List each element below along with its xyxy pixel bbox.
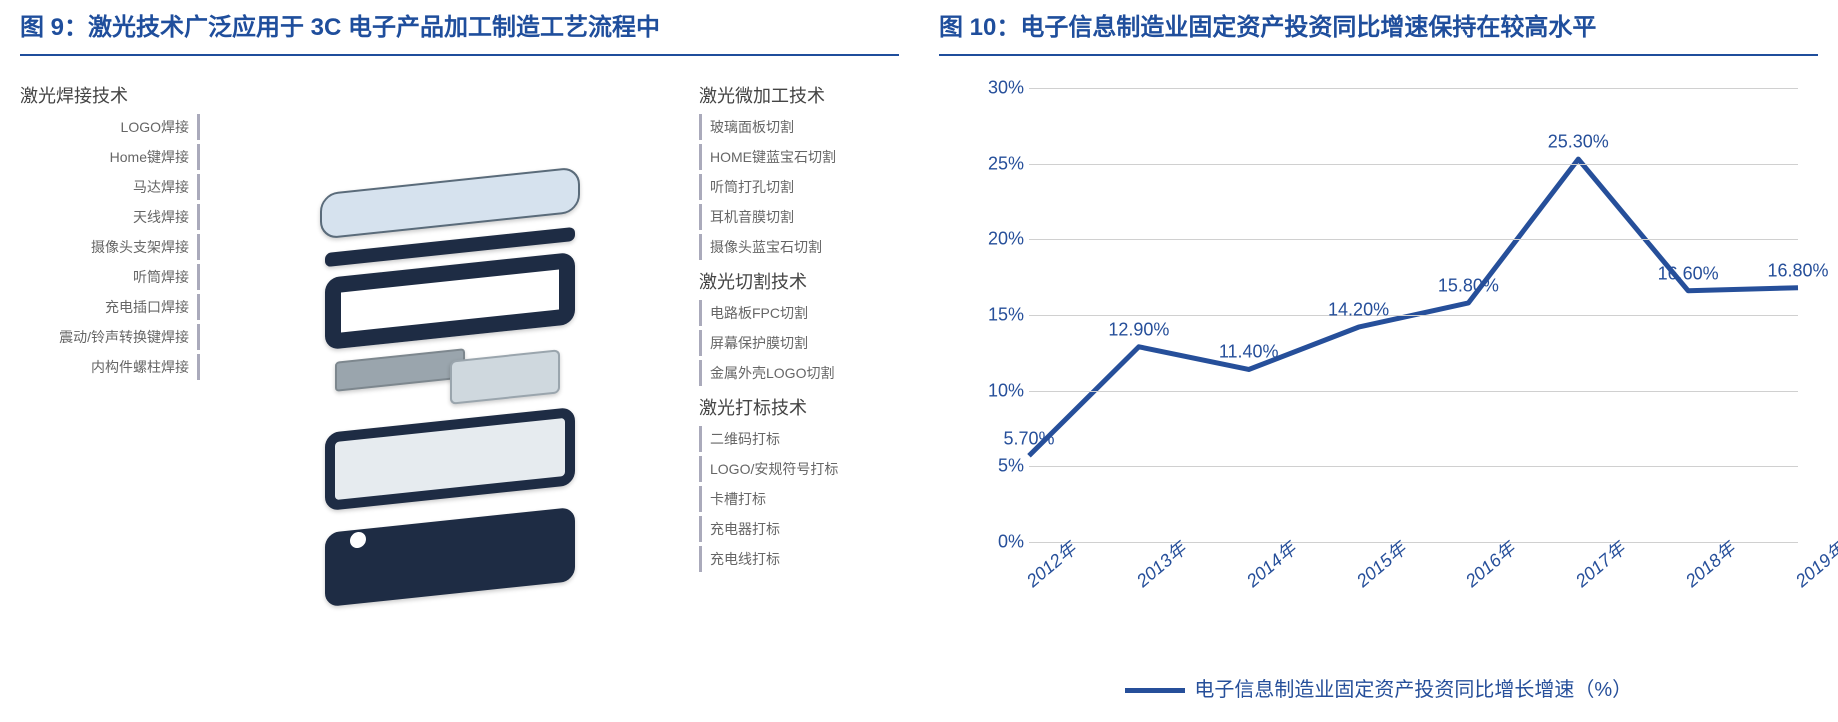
figure-10-panel: 图 10：电子信息制造业固定资产投资同比增速保持在较高水平 0% 5% 10% 15%…: [939, 10, 1818, 712]
y-tick-label: 10%: [969, 380, 1024, 401]
data-label: 14.20%: [1328, 300, 1389, 321]
chart-legend: 电子信息制造业固定资产投资同比增长增速（%）: [939, 673, 1818, 702]
right-group-header: 激光切割技术: [699, 268, 899, 294]
left-group-header: 激光焊接技术: [20, 82, 200, 108]
exploded-layer: [335, 348, 465, 392]
x-tick-label: 2017年: [1569, 535, 1630, 592]
diagram-item: 摄像头支架焊接: [20, 234, 200, 260]
x-tick-label: 2018年: [1679, 535, 1740, 592]
diagram-center: [200, 68, 699, 712]
figure-9-panel: 图 9：激光技术广泛应用于 3C 电子产品加工制造工艺流程中 激光焊接技术 LO…: [20, 10, 899, 712]
diagram-item: HOME键蓝宝石切割: [699, 144, 899, 170]
diagram-right-column: 激光微加工技术玻璃面板切割 HOME键蓝宝石切割听筒打孔切割耳机音膜切割摄像头蓝宝…: [699, 68, 899, 712]
gridline: [1029, 88, 1798, 89]
line-chart: 0% 5% 10% 15% 20% 25% 30% 5.70% 12.90% 11.40% 14.2…: [939, 68, 1818, 712]
diagram-item: 听筒打孔切割: [699, 174, 899, 200]
diagram-left-column: 激光焊接技术 LOGO焊接 Home键焊接马达焊接天线焊接摄像头支架焊接听筒焊接充…: [20, 68, 200, 712]
data-label: 11.40%: [1219, 342, 1279, 363]
legend-swatch: [1125, 688, 1185, 693]
x-axis-labels: 2012年2013年2014年2015年2016年2017年2018年2019年: [1029, 552, 1798, 612]
exploded-diagram: 激光焊接技术 LOGO焊接 Home键焊接马达焊接天线焊接摄像头支架焊接听筒焊接充…: [20, 68, 899, 712]
figure-9-rule: [20, 54, 899, 56]
diagram-item: 摄像头蓝宝石切割: [699, 234, 899, 260]
exploded-layer: [325, 407, 575, 511]
diagram-item: 金属外壳LOGO切割: [699, 360, 899, 386]
y-tick-label: 5%: [969, 456, 1024, 477]
x-tick-label: 2014年: [1240, 535, 1301, 592]
diagram-item: 玻璃面板切割: [699, 114, 899, 140]
y-tick-label: 0%: [969, 532, 1024, 553]
data-label: 15.80%: [1438, 276, 1499, 297]
figure-10-rule: [939, 54, 1818, 56]
diagram-item: LOGO/安规符号打标: [699, 456, 899, 482]
data-label: 5.70%: [1003, 428, 1054, 449]
gridline: [1029, 315, 1798, 316]
y-tick-label: 25%: [969, 153, 1024, 174]
diagram-item: 二维码打标: [699, 426, 899, 452]
diagram-item: 屏幕保护膜切割: [699, 330, 899, 356]
gridline: [1029, 239, 1798, 240]
diagram-item: 电路板FPC切割: [699, 300, 899, 326]
diagram-item: Home键焊接: [20, 144, 200, 170]
diagram-item: 充电线打标: [699, 546, 899, 572]
diagram-item: 充电插口焊接: [20, 294, 200, 320]
figure-9-title: 图 9：激光技术广泛应用于 3C 电子产品加工制造工艺流程中: [20, 10, 899, 46]
data-label: 16.80%: [1767, 260, 1828, 281]
diagram-item: 卡槽打标: [699, 486, 899, 512]
plot-area: 0%5%10%15%20%25%30%5.70%12.90%11.40%14.2…: [1029, 88, 1798, 542]
x-tick-label: 2013年: [1130, 535, 1191, 592]
series-line: [1029, 159, 1798, 456]
y-tick-label: 20%: [969, 229, 1024, 250]
diagram-item: 充电器打标: [699, 516, 899, 542]
figure-10-title: 图 10：电子信息制造业固定资产投资同比增速保持在较高水平: [939, 10, 1818, 46]
gridline: [1029, 391, 1798, 392]
diagram-item: 马达焊接: [20, 174, 200, 200]
diagram-item: 天线焊接: [20, 204, 200, 230]
data-label: 25.30%: [1548, 132, 1609, 153]
data-label: 12.90%: [1108, 319, 1169, 340]
diagram-item: 内构件螺柱焊接: [20, 354, 200, 380]
exploded-layer: [325, 252, 575, 350]
x-tick-label: 2016年: [1460, 535, 1521, 592]
x-tick-label: 2019年: [1789, 535, 1838, 592]
diagram-item: 听筒焊接: [20, 264, 200, 290]
data-label: 16.60%: [1658, 263, 1719, 284]
gridline: [1029, 542, 1798, 543]
y-tick-label: 15%: [969, 305, 1024, 326]
diagram-item: LOGO焊接: [20, 114, 200, 140]
exploded-layer: [320, 166, 580, 239]
diagram-item: 震动/铃声转换键焊接: [20, 324, 200, 350]
exploded-view: [290, 150, 610, 630]
right-group-header: 激光微加工技术: [699, 82, 899, 108]
x-tick-label: 2012年: [1020, 535, 1081, 592]
legend-text: 电子信息制造业固定资产投资同比增长增速（%）: [1194, 679, 1632, 701]
diagram-item: 耳机音膜切割: [699, 204, 899, 230]
gridline: [1029, 164, 1798, 165]
exploded-layer: [325, 507, 575, 607]
y-tick-label: 30%: [969, 78, 1024, 99]
gridline: [1029, 466, 1798, 467]
exploded-layer: [450, 349, 560, 405]
right-group-header: 激光打标技术: [699, 394, 899, 420]
x-tick-label: 2015年: [1350, 535, 1411, 592]
